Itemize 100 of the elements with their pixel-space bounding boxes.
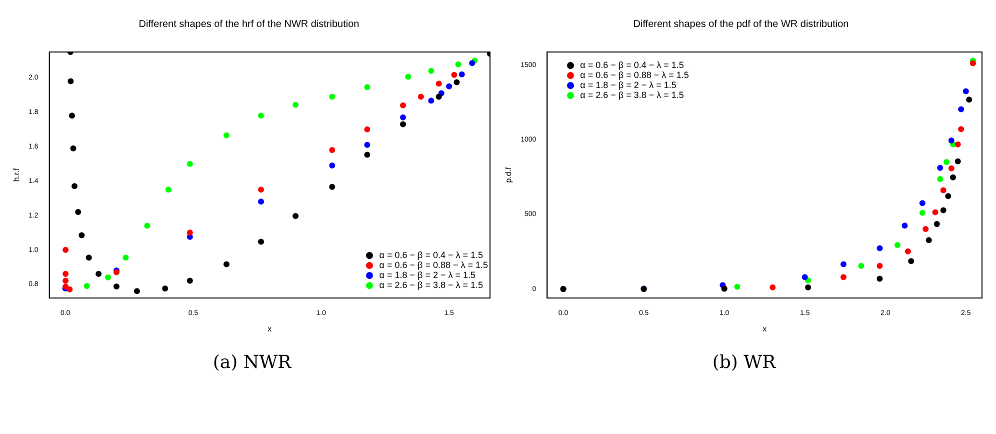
point: [329, 184, 336, 190]
point: [876, 245, 883, 252]
x-axis-title: x: [268, 324, 272, 334]
point: [840, 274, 846, 280]
point: [400, 121, 406, 128]
point: [66, 286, 73, 292]
point: [329, 94, 336, 100]
point: [292, 212, 299, 219]
point: [144, 222, 150, 229]
point: [446, 83, 452, 90]
point: [858, 262, 864, 269]
point: [186, 230, 193, 236]
point: [934, 221, 940, 228]
point: [292, 102, 299, 108]
point: [223, 132, 230, 138]
point: [802, 274, 808, 280]
point: [926, 237, 932, 244]
point: [940, 187, 946, 194]
point: [86, 254, 92, 261]
legend-label: α = 2.6 − β = 3.8 − λ = 1.5: [379, 280, 483, 290]
point: [922, 226, 929, 232]
point: [904, 248, 911, 254]
legend-label: α = 0.6 − β = 0.4 − λ = 1.5: [379, 250, 483, 260]
y-axis-title: h.r.f: [12, 168, 22, 182]
point: [113, 283, 120, 290]
point: [70, 145, 76, 152]
point: [805, 284, 812, 290]
legend-label: α = 1.8 − β = 2 − λ = 1.5: [379, 270, 476, 280]
point: [364, 152, 370, 158]
point: [876, 276, 883, 282]
point: [364, 142, 370, 148]
point: [258, 186, 264, 193]
point: [458, 71, 465, 78]
x-axis-title: x: [762, 324, 767, 334]
point: [948, 165, 954, 172]
point: [902, 222, 908, 229]
legend-label: α = 0.6 − β = 0.88 − λ = 1.5: [379, 260, 488, 270]
point: [329, 147, 336, 154]
point: [223, 261, 230, 268]
legend-label: α = 0.6 − β = 0.88 − λ = 1.5: [580, 70, 689, 80]
point: [966, 96, 972, 103]
point: [944, 159, 950, 165]
point: [400, 114, 406, 120]
point: [940, 207, 946, 214]
point: [186, 278, 193, 284]
point: [937, 164, 944, 171]
point: [162, 286, 168, 292]
point: [840, 261, 846, 268]
text: (b) WR: [711, 352, 778, 373]
point: [919, 200, 926, 206]
point: [948, 137, 954, 144]
point: [418, 94, 424, 100]
point: [134, 288, 140, 294]
point: [96, 270, 102, 277]
point: [932, 209, 938, 216]
point: [68, 78, 74, 84]
point: [62, 278, 69, 284]
point: [364, 126, 370, 132]
point: [400, 102, 406, 108]
point: [62, 270, 69, 277]
point: [455, 61, 462, 68]
point: [950, 174, 956, 180]
chart-title: Different shapes of the hrf of the NWR distribution: [138, 18, 360, 30]
point: [894, 242, 900, 248]
legend-label: α = 1.8 − β = 2 − λ = 1.5: [580, 80, 676, 90]
point: [84, 282, 90, 289]
text: (a) NWR: [212, 352, 293, 373]
point: [122, 254, 129, 261]
point: [876, 262, 883, 269]
point: [62, 246, 69, 253]
point: [75, 208, 82, 215]
point: [78, 232, 85, 238]
point: [937, 176, 944, 182]
point: [428, 98, 434, 104]
point: [970, 60, 976, 66]
point: [962, 88, 969, 94]
point: [436, 80, 442, 87]
point: [258, 112, 264, 119]
point: [105, 274, 112, 280]
point: [954, 141, 961, 148]
point: [954, 158, 961, 164]
y-axis-title: p.d.f: [504, 166, 514, 183]
point: [72, 183, 78, 190]
point: [68, 112, 75, 119]
point: [945, 193, 952, 200]
point: [364, 84, 370, 90]
point: [958, 126, 964, 132]
legend-label: α = 0.6 − β = 0.4 − λ = 1.5: [580, 60, 684, 70]
point: [436, 94, 442, 100]
point: [329, 162, 336, 169]
point: [258, 198, 264, 205]
point: [258, 238, 264, 245]
point: [165, 186, 172, 193]
point: [958, 106, 964, 112]
legend-label: α = 2.6 − β = 3.8 − λ = 1.5: [580, 90, 684, 100]
point: [405, 74, 412, 80]
point: [734, 284, 740, 290]
point: [908, 258, 914, 264]
point: [919, 210, 926, 216]
point: [428, 68, 434, 74]
